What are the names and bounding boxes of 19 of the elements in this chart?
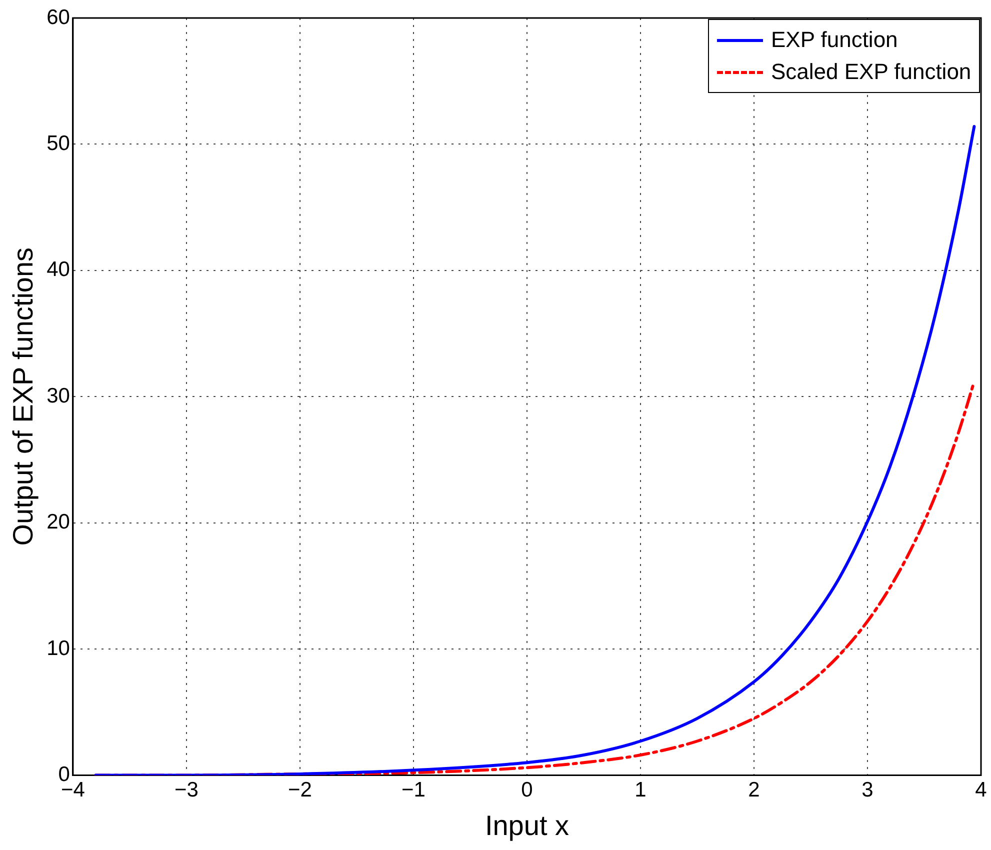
y-tick-label: 10 (46, 636, 70, 660)
y-axis-title: Output of EXP functions (8, 247, 39, 546)
line-series (94, 125, 976, 776)
x-tick-label: −3 (174, 778, 198, 802)
y-tick-label: 30 (46, 384, 70, 408)
legend-label: Scaled EXP function (771, 59, 972, 85)
legend-label: EXP function (771, 27, 898, 53)
x-tick-label: 2 (748, 778, 760, 802)
x-tick-label: 3 (862, 778, 874, 802)
x-tick-label: 1 (634, 778, 646, 802)
y-tick-label: 60 (46, 6, 70, 29)
y-tick-label: 50 (46, 132, 70, 155)
x-tick-label: −2 (288, 778, 312, 802)
x-tick-label: −1 (401, 778, 426, 802)
y-tick-label: 20 (46, 510, 70, 534)
x-tick-label: 4 (975, 778, 988, 802)
x-axis-title: Input x (484, 810, 570, 841)
y-tick-label: 40 (46, 258, 70, 282)
x-tick-label: 0 (521, 778, 533, 802)
